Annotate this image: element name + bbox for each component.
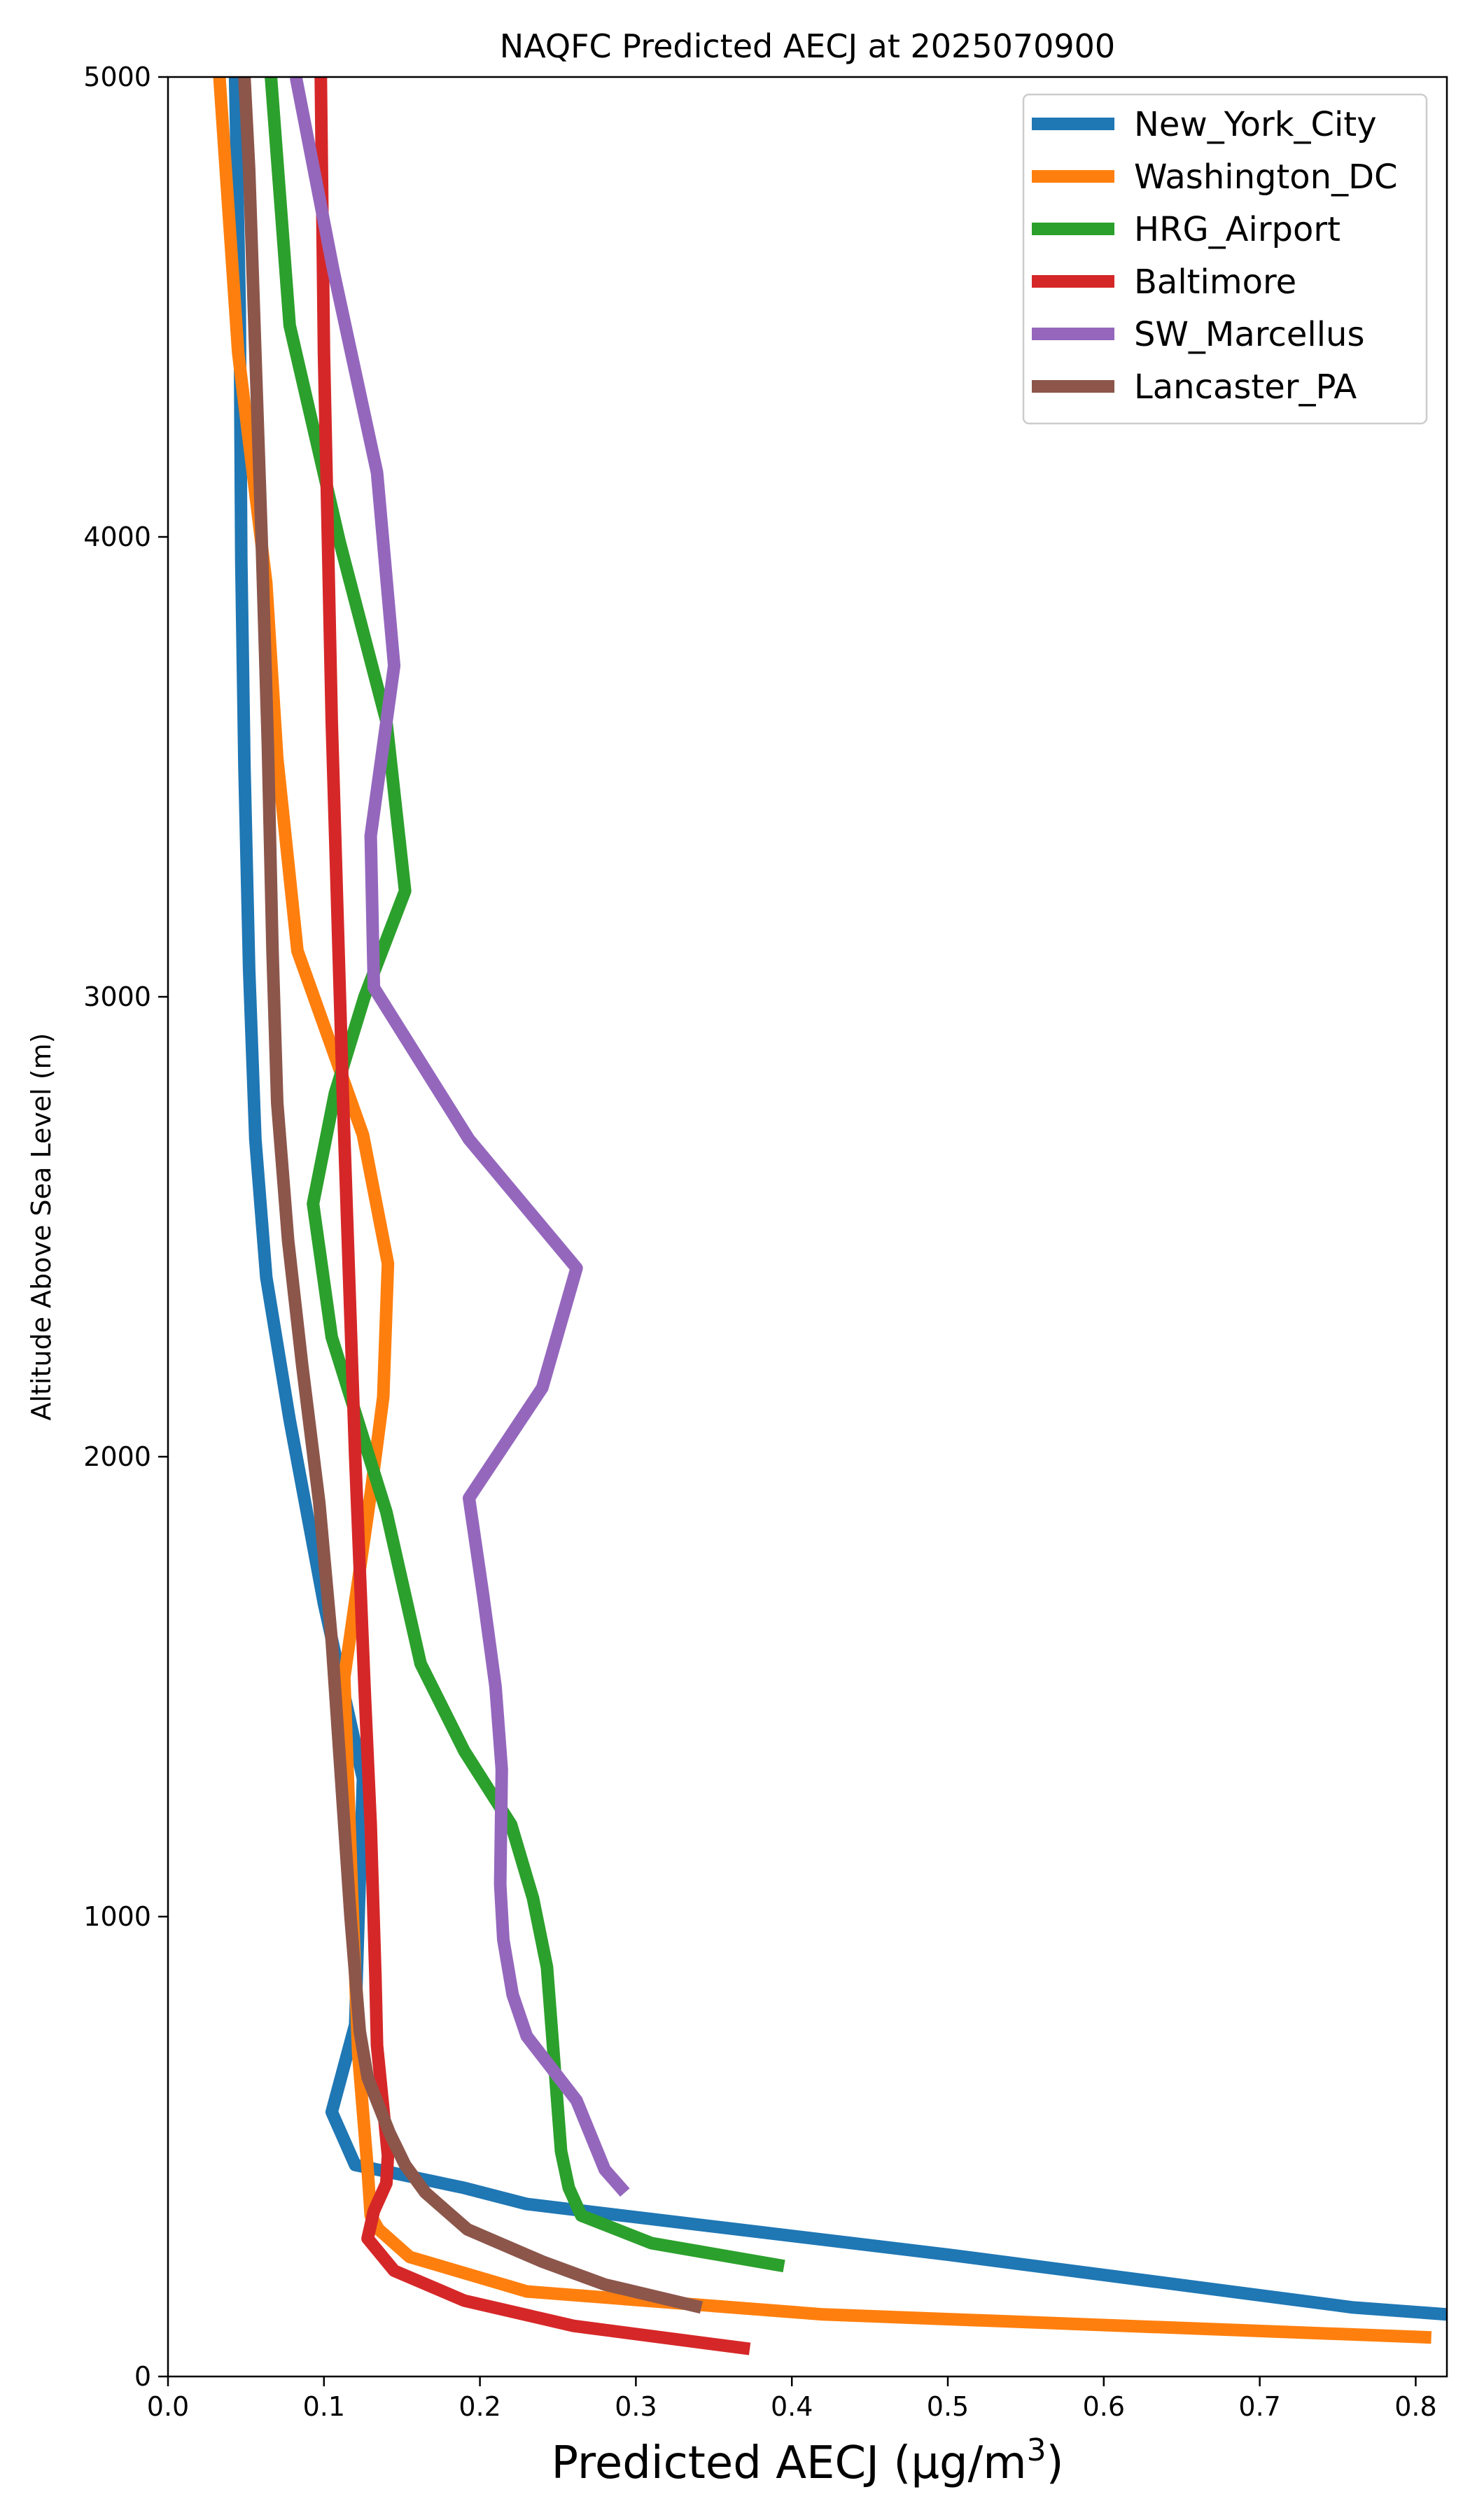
- x-tick-label: 0.6: [1083, 2391, 1125, 2422]
- chart-title: NAQFC Predicted AECJ at 2025070900: [500, 27, 1115, 65]
- x-tick-label: 0.4: [771, 2391, 813, 2422]
- legend-label: SW_Marcellus: [1134, 315, 1364, 354]
- y-tick-label: 5000: [83, 62, 151, 92]
- series-line-lancaster-pa: [238, 77, 704, 2314]
- y-tick-label: 1000: [83, 1901, 151, 1932]
- legend-label: New_York_City: [1134, 105, 1377, 144]
- y-tick-label: 2000: [83, 1441, 151, 1472]
- plot-lines: [213, 77, 1447, 2356]
- legend-box: [1022, 93, 1428, 425]
- x-tick-label: 0.5: [927, 2391, 969, 2422]
- legend-label: Baltimore: [1134, 262, 1296, 302]
- x-axis-label: Predicted AECJ (μg/m3): [551, 2432, 1063, 2490]
- series-line-hrg-airport: [265, 77, 785, 2273]
- legend-label: Washington_DC: [1134, 158, 1398, 197]
- y-tick-label: 0: [134, 2361, 151, 2392]
- y-tick-label: 4000: [83, 522, 151, 552]
- y-tick-label: 3000: [83, 981, 151, 1012]
- plot-frame: [167, 76, 1448, 2378]
- x-tick-label: 0.7: [1238, 2391, 1280, 2422]
- x-tick-label: 0.2: [458, 2391, 500, 2422]
- series-line-baltimore: [314, 77, 751, 2356]
- x-tick-label: 0.8: [1394, 2391, 1436, 2422]
- series-line-sw-marcellus: [289, 77, 630, 2197]
- legend-label: Lancaster_PA: [1134, 368, 1357, 407]
- x-tick-label: 0.1: [303, 2391, 345, 2422]
- x-tick-label: 0.3: [615, 2391, 657, 2422]
- y-axis-label: Altitude Above Sea Level (m): [26, 1033, 57, 1421]
- legend-label: HRG_Airport: [1134, 210, 1340, 249]
- legend: New_York_City Washington_DC HRG_Airport Bal…: [1022, 93, 1428, 425]
- y-axis: 0 1000 2000 3000 4000 5000: [83, 62, 168, 2392]
- x-tick-label: 0.0: [147, 2391, 189, 2422]
- x-axis: 0.0 0.1 0.2 0.3 0.4 0.5 0.6 0.7 0.8: [147, 2376, 1437, 2422]
